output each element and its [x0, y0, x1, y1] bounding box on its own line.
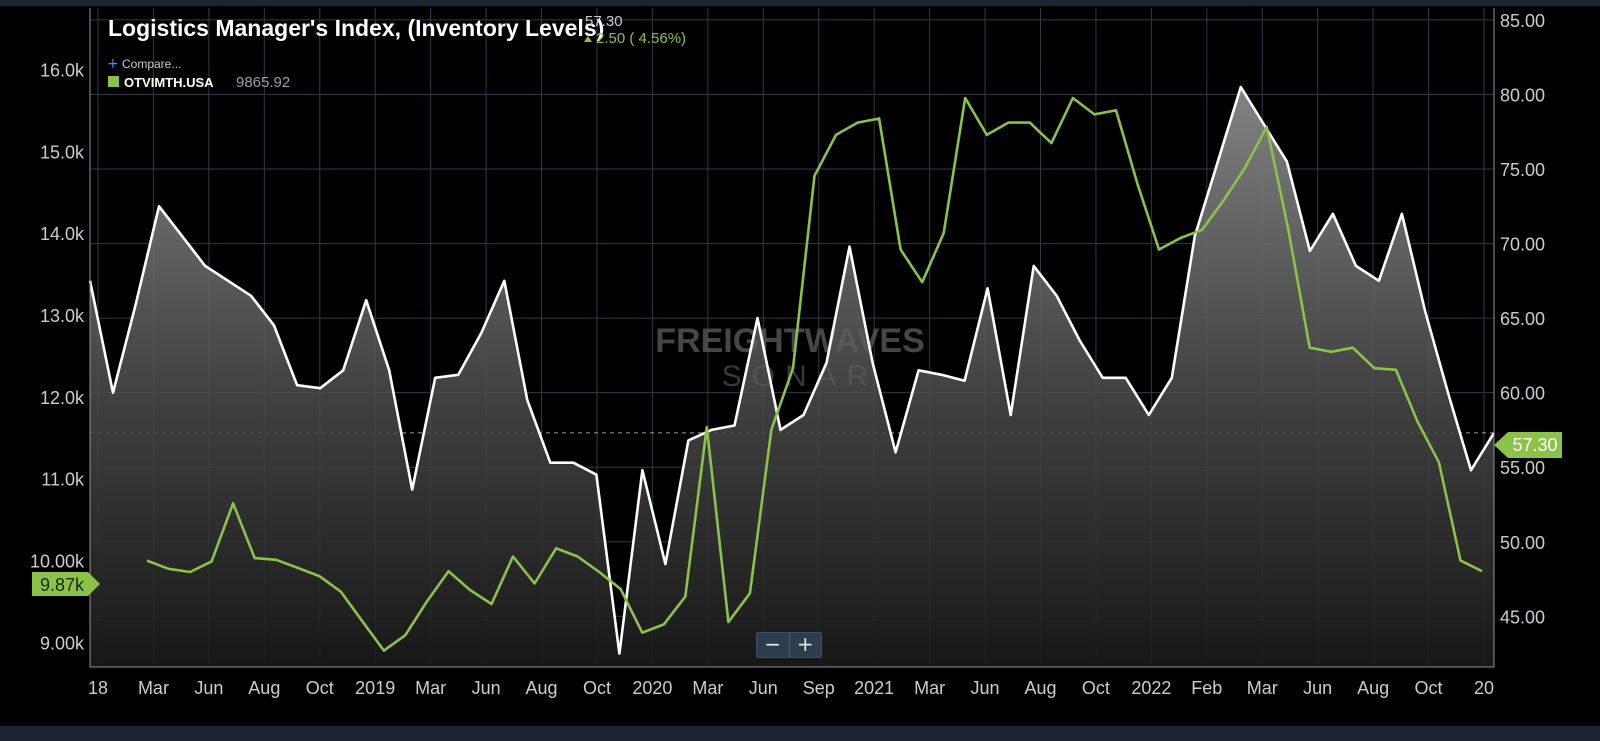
left-tick-label: 9.00k	[40, 633, 85, 653]
line-layer	[88, 85, 1496, 655]
left-tick-label: 16.0k	[40, 60, 85, 80]
x-tick-label: 20	[1474, 678, 1494, 698]
x-tick-label: Mar	[1247, 678, 1278, 698]
x-tick-label: Mar	[914, 678, 945, 698]
x-tick-label: Oct	[1415, 678, 1443, 698]
x-tick-label: Jun	[971, 678, 1000, 698]
right-tick-label: 60.00	[1500, 384, 1545, 404]
right-value-badge-shape	[1494, 432, 1562, 458]
left-value-badge-shape	[32, 572, 100, 596]
watermark: FREIGHTWAVES SONAR	[655, 322, 925, 393]
x-tick-label: Oct	[583, 678, 611, 698]
x-tick-label: Mar	[692, 678, 723, 698]
x-tick-label: Jun	[472, 678, 501, 698]
compare-button[interactable]: + Compare...	[107, 56, 181, 72]
left-tick-label: 10.00k	[30, 552, 85, 572]
right-tick-label: 65.00	[1500, 309, 1545, 329]
x-tick-label: 18	[88, 678, 108, 698]
x-tick-label: Mar	[138, 678, 169, 698]
x-tick-label: Feb	[1191, 678, 1222, 698]
lmi-line	[88, 85, 1496, 655]
left-tick-label: 14.0k	[40, 224, 85, 244]
zoom-in-button[interactable]: +	[796, 632, 814, 656]
x-tick-label: 2019	[355, 678, 395, 698]
right-tick-label: 70.00	[1500, 235, 1545, 255]
x-tick-label: Jun	[1303, 678, 1332, 698]
left-tick-label: 12.0k	[40, 388, 85, 408]
right-value-badge: 57.30	[1512, 435, 1557, 455]
right-tick-label: 85.00	[1500, 11, 1545, 31]
last-value: 57.30	[585, 13, 623, 30]
plus-icon: +	[107, 56, 119, 72]
axes: 18 Mar Jun Aug Oct 2019 Mar Jun Aug Oct 2020 Mar Jun…	[30, 8, 1545, 698]
left-tick-label: 15.0k	[40, 142, 85, 162]
compare-label: Compare...	[122, 57, 181, 71]
x-tick-label: 2022	[1131, 678, 1171, 698]
x-tick-label: Jun	[194, 678, 223, 698]
area-layer	[90, 87, 1494, 667]
left-tick-label: 13.0k	[40, 306, 85, 326]
x-tick-label: 2021	[854, 678, 894, 698]
series2-label: OTVIMTH.USA	[124, 75, 214, 90]
right-tick-label: 75.00	[1500, 160, 1545, 180]
x-tick-label: Aug	[1357, 678, 1389, 698]
x-tick-label: Aug	[1024, 678, 1056, 698]
x-tick-label: Aug	[248, 678, 280, 698]
x-tick-label: Oct	[1082, 678, 1110, 698]
right-tick-label: 50.00	[1500, 533, 1545, 553]
x-tick-label: Sep	[803, 678, 835, 698]
right-tick-label: 55.00	[1500, 458, 1545, 478]
series2-swatch	[108, 76, 119, 87]
chart-title: Logistics Manager's Index, (Inventory Le…	[108, 15, 604, 41]
right-tick-label: 80.00	[1500, 85, 1545, 105]
x-tick-label: 2020	[632, 678, 672, 698]
series2-value: 9865.92	[236, 74, 290, 91]
lmi-area	[90, 87, 1494, 667]
left-value-badge: 9.87k	[40, 575, 85, 595]
arrow-up-icon	[584, 36, 592, 42]
left-tick-label: 11.0k	[41, 470, 85, 490]
right-tick-label: 45.00	[1500, 607, 1545, 627]
otvimth-line	[146, 96, 1483, 652]
value-badges: 57.30 9.87k	[32, 432, 1562, 596]
x-tick-label: Mar	[415, 678, 446, 698]
change-value: 2.50 ( 4.56%)	[596, 30, 686, 47]
x-tick-label: Jun	[749, 678, 778, 698]
zoom-out-button[interactable]: −	[757, 633, 790, 657]
zoom-control: − +	[756, 632, 822, 658]
x-tick-label: Oct	[306, 678, 334, 698]
watermark-line1: FREIGHTWAVES	[655, 322, 925, 360]
x-tick-label: Aug	[526, 678, 558, 698]
legend: Logistics Manager's Index, (Inventory Le…	[107, 13, 686, 91]
